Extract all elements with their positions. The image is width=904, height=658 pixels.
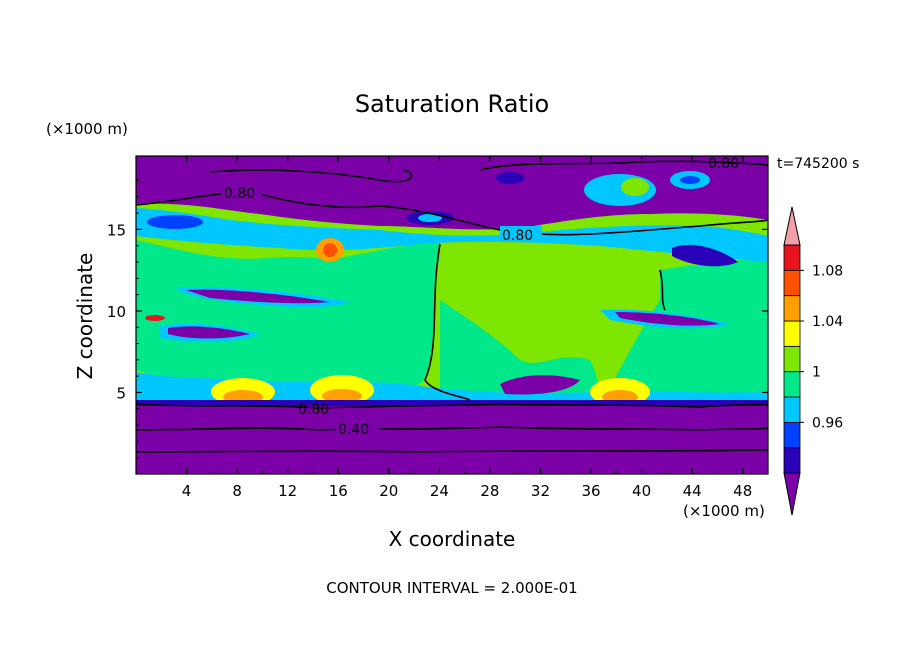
x-tick-label: 36: [581, 482, 600, 500]
colorbar-swatch: [783, 269, 801, 297]
plot-field: [136, 156, 768, 474]
field-blue-pocket: [496, 172, 524, 184]
field-upper-dry: [136, 156, 768, 230]
contour-line: [136, 403, 768, 409]
colorbar-swatch: [783, 396, 801, 423]
x-tick-label: 16: [329, 482, 348, 500]
field-teal-region: [136, 240, 440, 387]
x-axis-label: X coordinate: [389, 527, 516, 551]
contour-label: 0.40: [338, 422, 369, 438]
field-blue-pocket: [680, 176, 700, 184]
contour-line: [479, 160, 768, 171]
contour-line: [659, 269, 666, 311]
field-blue-pocket: [418, 214, 442, 222]
y-axis-label: Z coordinate: [73, 253, 97, 380]
y-axis: 5 10 15: [107, 179, 768, 459]
chart-title: Saturation Ratio: [355, 90, 549, 118]
field-dry-streak: [168, 326, 250, 339]
contour-label: 0.80: [298, 402, 329, 418]
field-warm-blob: [323, 243, 337, 257]
colorbar-tick-label: 0.96: [812, 415, 843, 431]
contour-line: [136, 426, 768, 431]
field-teal-region: [600, 258, 768, 405]
field-dry-streak: [615, 312, 720, 326]
contour-label: 0.80: [502, 228, 533, 244]
y-tick-label: 5: [116, 384, 126, 402]
x-tick-label: 48: [733, 482, 752, 500]
colorbar-under-triangle: [783, 472, 801, 516]
x-tick-label: 20: [379, 482, 398, 500]
colorbar-swatch: [783, 345, 801, 373]
field-dry-streak: [500, 375, 580, 395]
field-cyan-top: [136, 208, 768, 262]
contour-line: [424, 243, 471, 401]
y-tick-label: 10: [107, 303, 126, 321]
contour-label: 0.80: [708, 156, 739, 172]
contour-labels: 0.80 0.80 0.80 0.80 0.40: [222, 156, 739, 438]
colorbar-swatch: [783, 371, 801, 398]
y-tick-label: 15: [107, 221, 126, 239]
x-tick-label: 24: [430, 482, 449, 500]
plot-frame: [135, 155, 769, 475]
field-warm-blob: [145, 315, 165, 321]
contour-line: [136, 449, 768, 453]
x-tick-label: 44: [683, 482, 702, 500]
colorbar-tick-label: 1.04: [812, 314, 843, 330]
x-tick-label: 4: [182, 482, 192, 500]
colorbar-swatch: [783, 320, 801, 347]
colorbar-swatch: [783, 295, 801, 322]
colorbar-tick-label: 1: [812, 365, 821, 381]
contour-line: [209, 169, 413, 183]
field-dry-streak: [186, 289, 330, 304]
field-blue-pocket: [147, 215, 203, 229]
time-label: t=745200 s: [777, 156, 859, 172]
colorbar-swatch: [783, 447, 801, 474]
field-blue-pocket: [621, 178, 649, 196]
x-tick-label: 8: [232, 482, 242, 500]
x-unit-label: (×1000 m): [683, 502, 765, 520]
contour-label: 0.80: [224, 186, 255, 202]
x-tick-label: 28: [480, 482, 499, 500]
x-axis: 4 8 12 16 20 24 28 32 36 40 44 48: [160, 156, 752, 500]
field-warm-blob: [322, 389, 362, 403]
colorbar-swatch: [783, 421, 801, 449]
x-tick-label: 32: [531, 482, 550, 500]
colorbar: 1.08 1.04 1 0.96: [783, 206, 843, 516]
colorbar-tick-label: 1.08: [812, 263, 843, 279]
field-lower-dry: [136, 403, 768, 474]
x-tick-label: 40: [632, 482, 651, 500]
x-tick-label: 12: [278, 482, 297, 500]
y-unit-label: (×1000 m): [46, 120, 128, 138]
field-dry-streak: [672, 244, 738, 267]
contour-interval-label: CONTOUR INTERVAL = 2.000E-01: [326, 579, 577, 597]
colorbar-swatch: [783, 244, 801, 271]
colorbar-over-triangle: [783, 206, 801, 246]
